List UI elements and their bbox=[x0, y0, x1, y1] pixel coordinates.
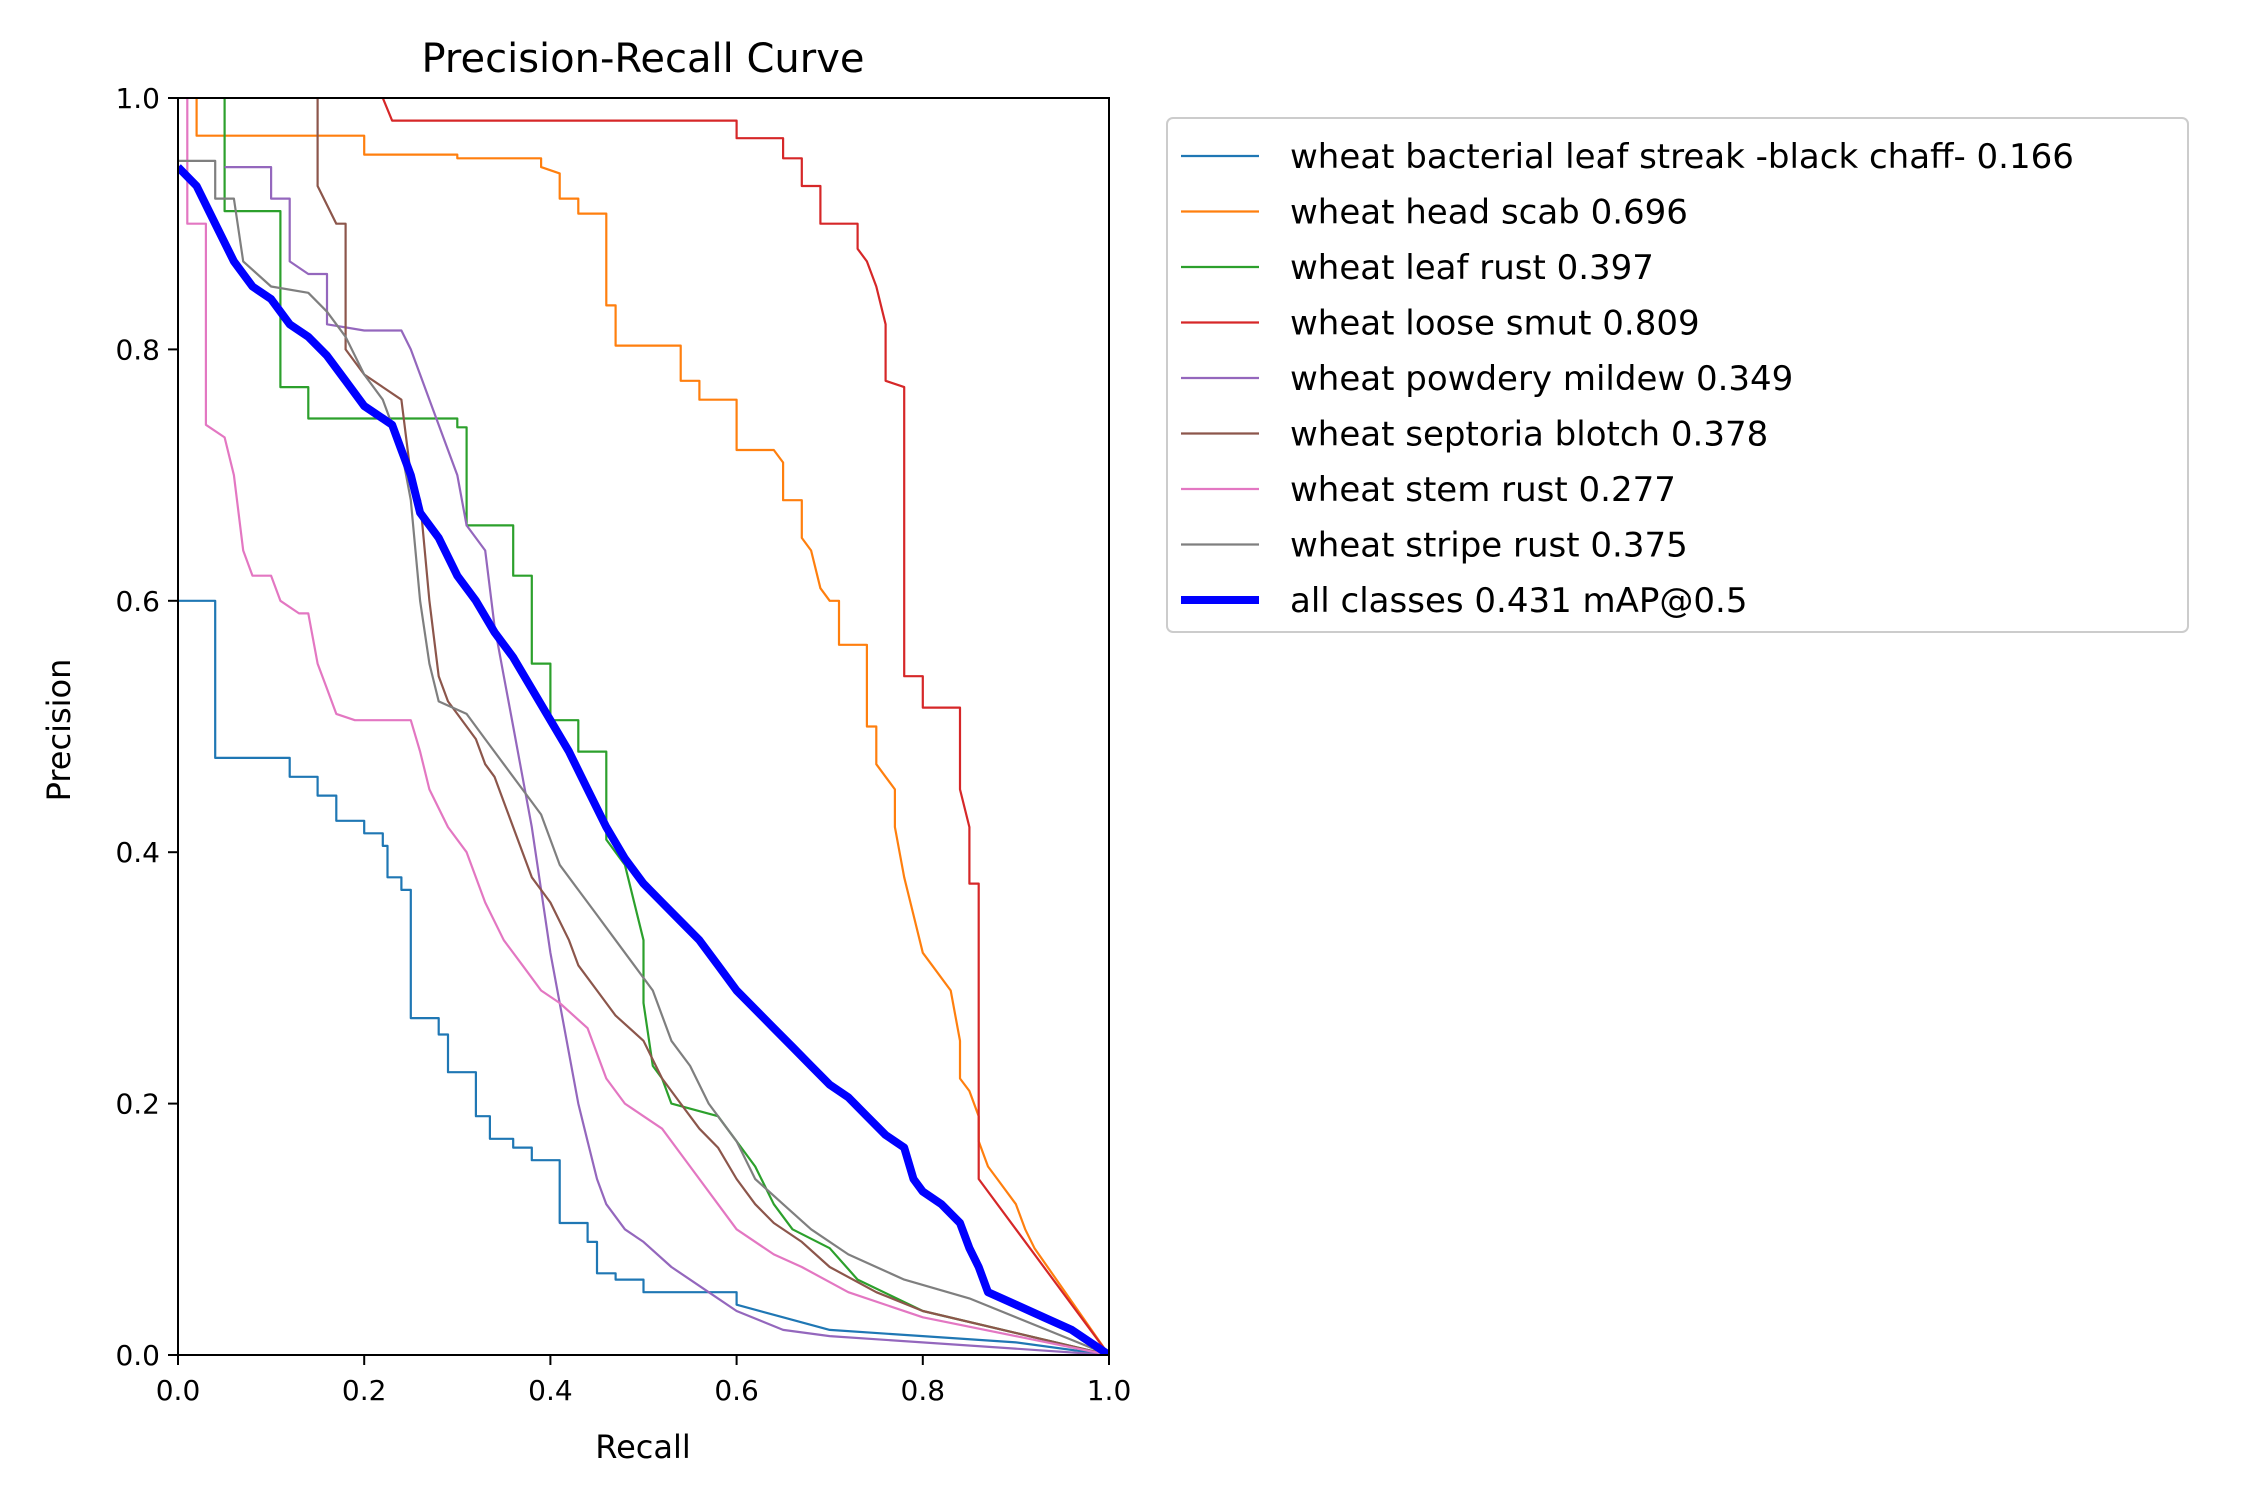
series-line-0 bbox=[178, 599, 1109, 1355]
y-tick-label-3: 0.6 bbox=[115, 585, 160, 618]
series-layer bbox=[178, 98, 1109, 1355]
series-line-6 bbox=[186, 98, 1109, 1355]
x-tick-label-5: 1.0 bbox=[1087, 1374, 1132, 1407]
y-tick-label-5: 1.0 bbox=[115, 82, 160, 115]
legend-label-8: all classes 0.431 mAP@0.5 bbox=[1290, 581, 1747, 621]
series-line-7 bbox=[178, 159, 1109, 1355]
x-tick-label-0: 0.0 bbox=[156, 1374, 201, 1407]
series-line-8 bbox=[178, 164, 1109, 1355]
y-tick-label-0: 0.0 bbox=[115, 1339, 160, 1372]
series-line-3 bbox=[381, 98, 1109, 1355]
legend-label-4: wheat powdery mildew 0.349 bbox=[1290, 359, 1793, 399]
legend-label-6: wheat stem rust 0.277 bbox=[1290, 470, 1676, 510]
y-tick-label-4: 0.8 bbox=[115, 333, 160, 366]
x-tick-label-1: 0.2 bbox=[342, 1374, 387, 1407]
x-tick-label-3: 0.6 bbox=[714, 1374, 759, 1407]
legend-label-3: wheat loose smut 0.809 bbox=[1290, 304, 1700, 344]
y-tick-label-1: 0.2 bbox=[115, 1088, 160, 1121]
legend-label-2: wheat leaf rust 0.397 bbox=[1290, 248, 1654, 288]
legend: wheat bacterial leaf streak -black chaff… bbox=[1166, 117, 2189, 633]
series-line-5 bbox=[316, 98, 1109, 1355]
legend-label-0: wheat bacterial leaf streak -black chaff… bbox=[1290, 137, 2074, 177]
legend-box bbox=[1166, 117, 2189, 633]
y-axis-title: Precision bbox=[40, 659, 78, 802]
series-line-4 bbox=[224, 166, 1109, 1355]
x-axis-title: Recall bbox=[595, 1428, 690, 1466]
series-line-2 bbox=[223, 98, 1109, 1355]
chart-title: Precision-Recall Curve bbox=[422, 36, 865, 82]
series-line-1 bbox=[195, 98, 1109, 1355]
legend-label-1: wheat head scab 0.696 bbox=[1290, 193, 1688, 233]
x-tick-label-2: 0.4 bbox=[528, 1374, 573, 1407]
x-tick-label-4: 0.8 bbox=[901, 1374, 946, 1407]
plot-frame bbox=[177, 97, 1110, 1356]
legend-label-5: wheat septoria blotch 0.378 bbox=[1290, 415, 1768, 455]
y-tick-label-2: 0.4 bbox=[115, 836, 160, 869]
axes-layer: 0.0 0.2 0.4 0.6 0.8 1.0 0.0 0.2 0.4 0.6 0.8 1.0 bbox=[115, 82, 1131, 1407]
legend-label-7: wheat stripe rust 0.375 bbox=[1290, 526, 1688, 566]
